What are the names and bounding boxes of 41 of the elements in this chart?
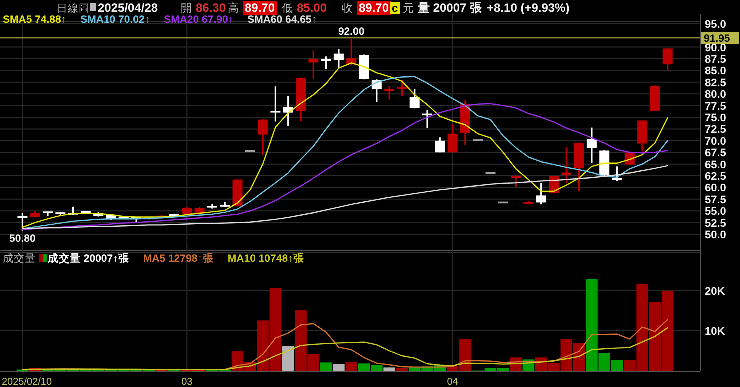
y-tick-label: 70.0 [705,136,726,148]
y-tick-label: 75.0 [705,112,726,125]
text: SMA5 74.88↑ [3,14,67,26]
text: MA10 10748↑張 [228,253,306,265]
text: 量 20007 張 [417,1,484,15]
y-tick-label: 52.5 [705,218,726,230]
y-tick-label: 62.5 [705,171,726,184]
text: +8.10 (+9.93%) [487,1,570,15]
y-tick-label: 72.5 [705,124,726,136]
x-tick-label: 2025/02/10 [2,377,52,387]
y-tick-label: 20K [705,286,726,298]
y-tick-label: 77.5 [705,100,726,113]
x-tick-label: 04 [447,377,459,387]
text: 開 86.30 [181,1,226,15]
y-tick-label: 60.0 [705,182,726,195]
y-tick-label: 67.5 [705,148,726,160]
chart-title: 日線圖 [57,3,90,15]
text: 收 89.70 [342,1,390,15]
y-tick-label: 85.0 [705,66,726,78]
text: c 元 [392,3,414,15]
y-tick-label: 65.0 [705,159,726,172]
x-tick-label: 03 [182,377,194,387]
y-tick-label: 87.5 [705,54,726,66]
annotation: 92.00 [338,26,365,38]
y-tick-label: 50.0 [705,230,726,242]
y-tick-label: 55.0 [705,206,726,218]
text: 2025/04/28 [98,1,158,15]
legend-label: 成交量 20007↑張 [47,252,130,265]
y-tick-label: 10K [705,326,726,338]
chart-title: 成交量 [3,252,36,265]
text: SMA20 67.90↑ [164,14,234,26]
text: 低 85.00 [282,1,328,15]
y-tick-label: 57.5 [705,194,726,206]
y-tick-label: 95.0 [705,18,726,31]
text: 高 89.70 [228,1,276,15]
text: SMA60 64.65↑ [248,14,318,26]
y-tick-label: 80.0 [705,89,726,102]
annotation: 50.80 [10,232,36,245]
text: SMA10 70.02↑ [80,14,150,26]
y-tick-label: 82.5 [705,77,726,90]
text: MA5 12798↑張 [143,253,215,265]
